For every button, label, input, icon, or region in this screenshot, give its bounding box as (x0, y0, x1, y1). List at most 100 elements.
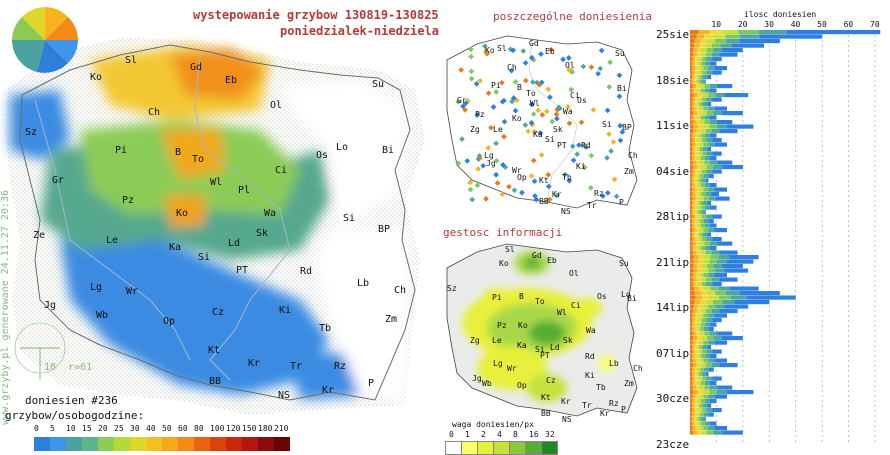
histogram-bar-segment (697, 174, 701, 179)
report-dot (562, 171, 568, 178)
histogram-bar (722, 48, 743, 53)
histogram-bar-segment (692, 367, 695, 372)
histogram-y-tick: 18sie (656, 73, 690, 87)
histogram-bar-segment (693, 390, 699, 395)
histogram-bar-segment (698, 349, 703, 354)
legend-swatch-4 (98, 437, 114, 451)
histogram-bar-segment (693, 336, 698, 341)
histogram-bar-segment (694, 39, 701, 44)
histogram-bar-segment (701, 79, 705, 84)
histogram-bar-segment (708, 358, 715, 363)
histogram-bar-segment (697, 264, 702, 269)
histogram-svg (690, 30, 881, 442)
histogram-bar-segment (703, 412, 709, 417)
histogram-bar-segment (709, 259, 717, 264)
histogram-bar-segment (699, 102, 703, 107)
map-label-to: To (192, 154, 204, 165)
histogram-bar (714, 187, 727, 192)
histogram-bar-segment (698, 259, 704, 264)
report-dot (538, 152, 545, 158)
histogram-bar-segment (690, 318, 693, 323)
histogram-bar-segment (709, 385, 718, 390)
histogram-bar (709, 223, 717, 228)
histogram-bar-segment (690, 147, 693, 152)
histogram-bar-segment (690, 196, 693, 201)
histogram-bar-segment (692, 331, 697, 336)
histogram-bar-segment (706, 111, 714, 116)
histogram-bar (705, 372, 709, 377)
histogram-bar-segment (700, 309, 706, 314)
density-label-tr: Tr (582, 401, 592, 410)
report-label-ch: Ch (507, 63, 517, 72)
report-label-b: B (517, 83, 522, 92)
histogram-bar-segment (707, 39, 716, 44)
histogram-bar-segment (700, 88, 705, 93)
histogram-bar-segment (692, 147, 695, 152)
histogram-bar-segment (703, 367, 709, 372)
histogram-bar (712, 169, 722, 174)
histogram-bar (786, 30, 881, 35)
histogram-bar-segment (700, 205, 705, 210)
histogram-bar-segment (705, 129, 712, 134)
reports-map-outline (446, 35, 638, 209)
histogram-bar-segment (704, 322, 710, 327)
histogram-bar-segment (693, 79, 696, 84)
histogram-bar-segment (705, 309, 712, 314)
histogram-bar-segment (692, 205, 695, 210)
histogram-bar-segment (709, 390, 717, 395)
histogram-bar-segment (690, 295, 696, 300)
histogram-bar (709, 156, 717, 161)
histogram-bar-segment (703, 394, 709, 399)
histogram-bar-segment (690, 273, 693, 278)
histogram-bar-segment (708, 304, 716, 309)
histogram-bar-segment (699, 43, 705, 48)
histogram-bar-segment (690, 52, 694, 57)
histogram-bar-segment (699, 385, 705, 390)
histogram-bar-segment (725, 39, 740, 44)
histogram-bar-segment (697, 412, 701, 417)
field-blue-se (290, 352, 365, 400)
map-label-os: Os (316, 150, 328, 161)
histogram-bar-segment (690, 390, 694, 395)
report-label-le: Le (493, 125, 503, 134)
histogram-bar-segment (696, 75, 700, 80)
histogram-bar-segment (690, 331, 693, 336)
histogram-bar-segment (703, 340, 709, 345)
histogram-bar-segment (697, 399, 701, 404)
histogram-bar-segment (718, 255, 730, 260)
density-label-pz: Pz (497, 321, 507, 330)
histogram-bar (707, 201, 712, 206)
histogram-bar-segment (690, 282, 693, 287)
report-dot (511, 187, 518, 194)
legend-value-13: 150 (242, 424, 257, 433)
legend-value-11: 100 (210, 424, 225, 433)
density-label-ld: Ld (550, 343, 560, 352)
left-map-labels: Sl Gd Eb Ko Su Ol Ch Sz Pi B To Os Lo Bi Ci Gr Wl Pl Pz Ko W… (25, 55, 406, 401)
histogram-bar-segment (716, 124, 728, 129)
histogram-bar-segment (700, 174, 704, 179)
histogram-bar-segment (692, 66, 696, 71)
histogram-bar-segment (696, 277, 701, 282)
histogram-bar-segment (700, 156, 705, 161)
density-legend-swatch-1 (461, 441, 478, 455)
density-label-wr: Wr (507, 364, 517, 373)
histogram-bar-segment (690, 165, 694, 170)
density-label-eb: Eb (547, 256, 557, 265)
report-dot (523, 77, 529, 84)
histogram-bar-segment (692, 201, 695, 206)
density-label-sk: Sk (563, 336, 573, 345)
histogram-bar-segment (690, 349, 693, 354)
map-label-wl: Wl (210, 177, 222, 188)
density-label-jg: Jg (472, 374, 482, 383)
histogram-bar-segment (705, 363, 712, 368)
histogram-bar-segment (690, 268, 694, 273)
report-label-tb: Tb (562, 173, 572, 182)
histogram-bar-segment (706, 376, 713, 381)
histogram-bar-segment (703, 228, 709, 233)
histogram-bar-segment (706, 214, 713, 219)
report-label-sl: Sl (497, 44, 507, 53)
histogram-bar (714, 228, 727, 233)
histogram-bar-segment (693, 255, 699, 260)
histogram-bar-segment (703, 219, 709, 224)
density-label-ch: Ch (633, 364, 643, 373)
